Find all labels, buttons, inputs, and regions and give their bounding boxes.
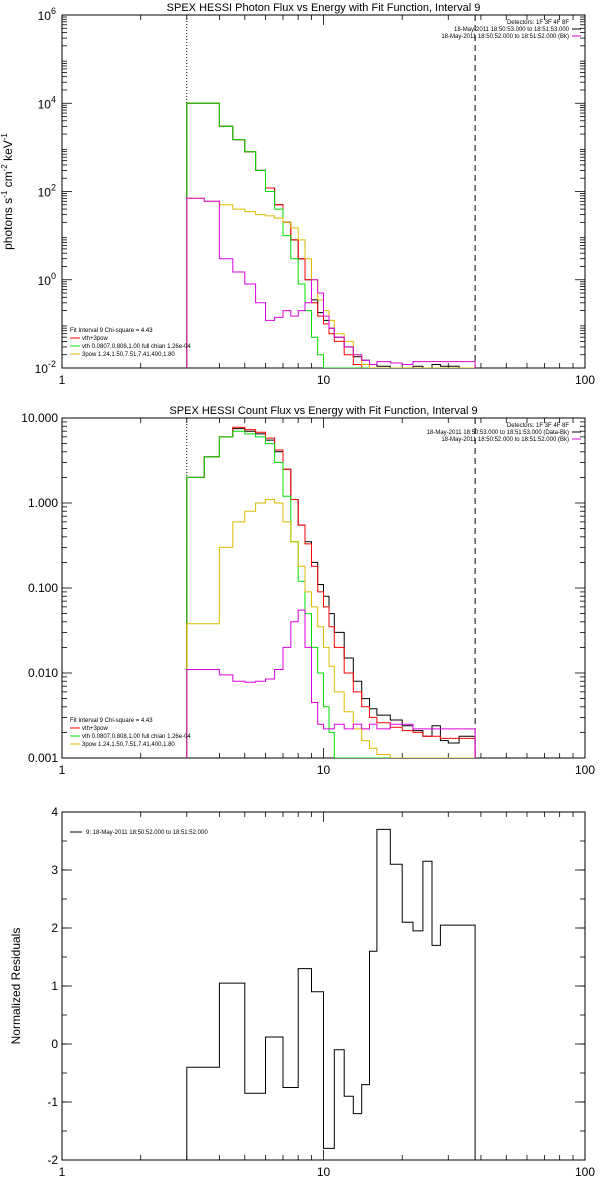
panel-2 xyxy=(61,417,586,759)
y-tick-base: 10 xyxy=(38,186,52,200)
legend-bottom-entry: Fit Interval 9 Chi-square = 4.43 xyxy=(70,718,153,724)
series-group xyxy=(186,102,476,368)
x-tick-label: 1 xyxy=(59,1165,66,1179)
y-tick-label: 3 xyxy=(51,863,58,877)
chart-title: SPEX HESSI Photon Flux vs Energy with Fi… xyxy=(167,2,481,14)
y-tick-base: 10 xyxy=(38,9,52,23)
legend-top-entry: 18-May-2011 18:50:53.000 to 18:51:53.000 xyxy=(454,27,570,33)
series-line-2 xyxy=(186,426,476,758)
legend-bottom-entry: 3pow 1.24,1.50,7.51,7.41,400,1.80 xyxy=(82,352,175,358)
y-tick-label: 106 xyxy=(38,6,56,23)
y-tick-label: 4 xyxy=(51,805,58,819)
x-tick-label: 1 xyxy=(59,373,66,387)
x-tick-label: 10 xyxy=(317,1165,331,1179)
y-tick-base: 10 xyxy=(38,97,52,111)
y-tick-label: 0.001 xyxy=(28,751,58,765)
legend-top-entry: 18-May-2011 18:50:52.000 to 18:51:52.000… xyxy=(441,437,569,443)
series-group xyxy=(186,828,476,1160)
chart-title: SPEX HESSI Count Flux vs Energy with Fit… xyxy=(169,405,477,417)
y-tick-exponent: 0 xyxy=(51,271,56,281)
y-tick-exponent: 6 xyxy=(51,6,56,16)
y-axis-label: Normalized Residuals xyxy=(9,928,23,1045)
series-line-5 xyxy=(186,197,476,368)
x-tick-label: 100 xyxy=(575,763,595,777)
x-tick-label: 10 xyxy=(317,373,331,387)
x-tick-label: 1 xyxy=(59,763,66,777)
series-group xyxy=(186,426,476,758)
y-tick-label: 1 xyxy=(51,979,58,993)
series-line-1 xyxy=(186,828,476,1160)
y-tick-label: 102 xyxy=(38,183,56,200)
y-tick-exponent: -2 xyxy=(48,359,56,369)
y-tick-exponent: 2 xyxy=(51,183,56,193)
y-tick-base: 10 xyxy=(35,362,49,376)
legend-bottom-entry: vth 0.0807,0.808,1.00 full chian 1.26e-0… xyxy=(82,344,191,350)
y-tick-label: -1 xyxy=(47,1095,58,1109)
panel-3 xyxy=(61,811,586,1161)
legend-top-entry: Detectors: 1F 3F 4F 8F xyxy=(507,20,569,26)
y-axis-label-part: -1 xyxy=(0,190,9,198)
y-tick-base: 10 xyxy=(38,274,52,288)
y-axis-label-part: cm xyxy=(1,171,15,190)
series-line-4 xyxy=(186,197,476,368)
legend-top-entry: 18-May-2011 18:50:53.000 to 18:51:53.000… xyxy=(427,430,569,436)
y-tick-label: 0.010 xyxy=(28,666,58,680)
y-tick-exponent: 4 xyxy=(51,94,56,104)
y-axis-label: photons s-1 cm-2 keV-1 xyxy=(0,133,15,250)
series-line-1 xyxy=(186,428,476,758)
y-axis-label-part: keV xyxy=(1,140,15,164)
y-tick-label: 0 xyxy=(51,1037,58,1051)
series-line-4 xyxy=(186,499,476,758)
legend-bottom-entry: vth+3pow xyxy=(82,336,109,342)
legend-bottom-entry: vth 0.0807,0.808,1.00 full chian 1.26e-0… xyxy=(82,734,191,740)
x-tick-label: 100 xyxy=(575,373,595,387)
y-axis-label-part: -2 xyxy=(0,164,9,172)
x-tick-label: 100 xyxy=(575,1165,595,1179)
y-tick-label: 100 xyxy=(38,271,56,288)
legend-top-entry: Detectors: 1F 3F 4F 8F xyxy=(507,423,569,429)
x-tick-label: 10 xyxy=(317,763,331,777)
y-tick-label: 0.100 xyxy=(28,581,58,595)
series-line-3 xyxy=(186,430,476,758)
legend-entry: 9: 18-May-2011 18:50:52.000 to 18:51:52.… xyxy=(86,830,208,836)
y-axis-label-part: -1 xyxy=(0,133,9,141)
legend-bottom-entry: Fit Interval 9 Chi-square = 4.43 xyxy=(70,328,153,334)
y-tick-label: 10.000 xyxy=(21,411,58,425)
y-tick-label: 2 xyxy=(51,921,58,935)
series-line-3 xyxy=(186,102,476,368)
y-tick-label: -2 xyxy=(47,1153,58,1167)
legend-bottom-entry: vth+3pow xyxy=(82,726,109,732)
y-tick-label: 1.000 xyxy=(28,496,58,510)
y-tick-label: 10-2 xyxy=(35,359,56,376)
y-tick-label: 104 xyxy=(38,94,56,111)
legend-bottom-entry: 3pow 1.24,1.50,7.51,7.41,400,1.80 xyxy=(82,742,175,748)
y-axis-label-part: photons s xyxy=(1,198,15,250)
legend-top-entry: 18-May-2011 18:50:52.000 to 18:51:52.000… xyxy=(441,34,569,40)
series-line-5 xyxy=(186,609,476,758)
